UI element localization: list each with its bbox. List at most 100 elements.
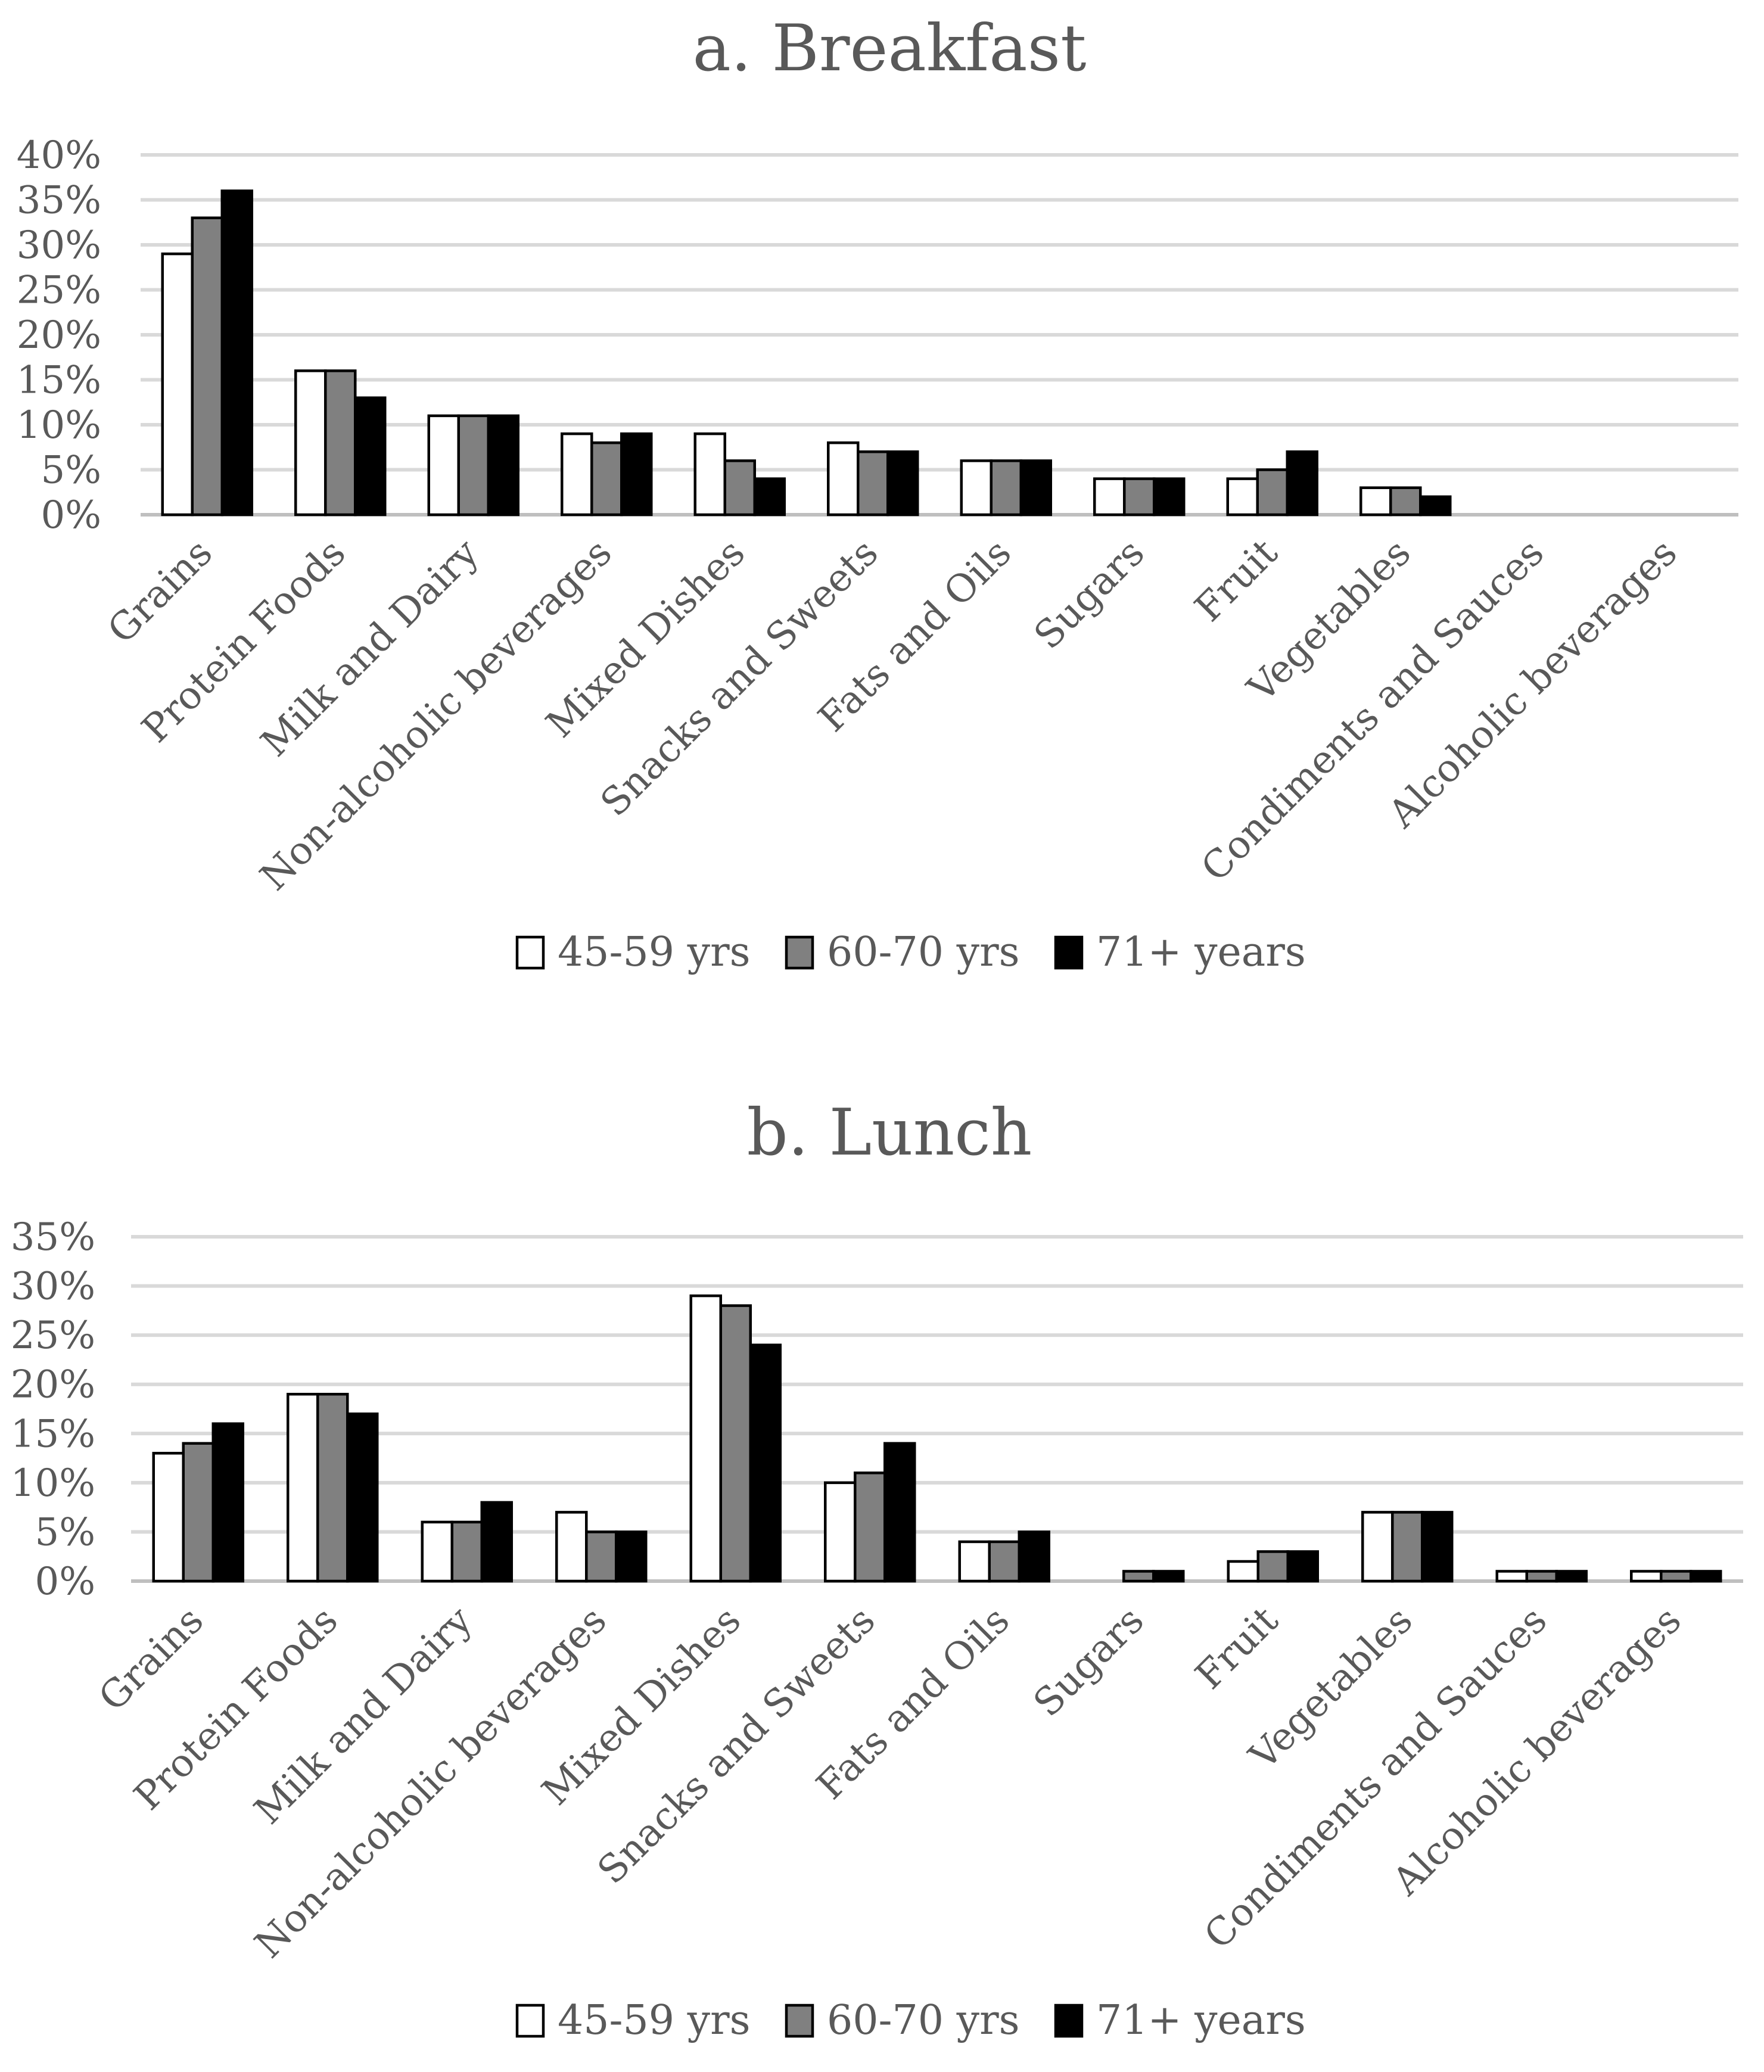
bar-lunch-10-0 <box>1495 1570 1528 1583</box>
bar-breakfast-7-2 <box>1153 477 1186 517</box>
bar-breakfast-6-0 <box>960 459 993 517</box>
legend-label: 71+ years <box>1096 1997 1306 2044</box>
legend-swatch <box>785 2003 814 2038</box>
bar-breakfast-2-0 <box>427 414 460 517</box>
y-tick-label: 30% <box>11 1265 95 1309</box>
y-tick-label: 20% <box>17 313 101 357</box>
bar-lunch-10-2 <box>1555 1570 1588 1583</box>
bar-lunch-4-2 <box>749 1343 782 1583</box>
bar-breakfast-9-2 <box>1419 495 1452 517</box>
y-tick-label: 5% <box>41 449 101 493</box>
bar-breakfast-0-1 <box>191 216 223 517</box>
bar-breakfast-8-1 <box>1256 468 1289 517</box>
y-tick-label: 15% <box>11 1412 95 1456</box>
y-tick-label: 30% <box>17 223 101 267</box>
category-label: Sugars <box>1025 1598 1152 1725</box>
bar-lunch-9-1 <box>1391 1511 1424 1583</box>
category-label: Fruit <box>1187 531 1286 630</box>
bar-lunch-0-2 <box>211 1422 244 1583</box>
bar-breakfast-0-0 <box>161 252 194 517</box>
y-tick-label: 35% <box>11 1215 95 1259</box>
legend-label: 60-70 yrs <box>827 1997 1019 2044</box>
bar-breakfast-4-1 <box>723 459 756 517</box>
bar-lunch-9-2 <box>1421 1511 1454 1583</box>
y-tick-label: 10% <box>11 1461 95 1505</box>
bar-lunch-10-1 <box>1525 1570 1558 1583</box>
legend-swatch <box>1054 935 1084 970</box>
bar-breakfast-5-1 <box>857 450 889 517</box>
bar-breakfast-8-2 <box>1286 450 1318 517</box>
bar-lunch-1-2 <box>346 1413 379 1583</box>
bar-breakfast-4-0 <box>693 432 726 517</box>
legend-swatch <box>515 935 545 970</box>
bar-breakfast-6-2 <box>1019 459 1052 517</box>
bar-breakfast-3-0 <box>561 432 593 517</box>
category-label: Sugars <box>1026 531 1153 658</box>
legend-label: 60-70 yrs <box>827 929 1019 976</box>
bar-lunch-11-1 <box>1660 1570 1693 1583</box>
legend-swatch <box>515 2003 545 2038</box>
bar-lunch-4-0 <box>689 1294 722 1583</box>
bar-lunch-4-1 <box>719 1304 752 1583</box>
bar-breakfast-0-2 <box>220 189 253 517</box>
bar-breakfast-5-2 <box>886 450 919 517</box>
y-tick-label: 20% <box>11 1363 95 1407</box>
bar-lunch-1-1 <box>316 1392 349 1583</box>
bar-breakfast-1-2 <box>354 396 387 517</box>
chart-lunch: b. Lunch0%5%10%15%20%25%30%35%GrainsProt… <box>11 1096 1743 2044</box>
category-label: Grains <box>91 1598 212 1720</box>
bar-breakfast-9-0 <box>1359 486 1392 517</box>
bar-lunch-5-2 <box>883 1442 916 1583</box>
chart-title: b. Lunch <box>747 1096 1032 1170</box>
bar-lunch-11-2 <box>1690 1570 1722 1583</box>
bar-lunch-5-1 <box>854 1471 886 1583</box>
y-tick-label: 5% <box>35 1510 95 1554</box>
bar-lunch-2-0 <box>421 1520 453 1583</box>
y-tick-label: 25% <box>11 1314 95 1358</box>
bar-breakfast-7-0 <box>1093 477 1126 517</box>
bar-breakfast-1-1 <box>324 369 357 517</box>
bar-lunch-8-1 <box>1256 1550 1289 1583</box>
legend-swatch <box>1054 2003 1084 2038</box>
bar-breakfast-3-2 <box>620 432 653 517</box>
y-tick-label: 15% <box>17 359 101 403</box>
bar-breakfast-8-0 <box>1226 477 1259 517</box>
legend: 45-59 yrs 60-70 yrs 71+ years <box>515 1997 1306 2044</box>
legend-label: 45-59 yrs <box>558 929 750 976</box>
chart-title: a. Breakfast <box>693 11 1087 86</box>
y-tick-label: 25% <box>17 269 101 313</box>
bar-lunch-3-1 <box>585 1530 618 1583</box>
bar-lunch-3-0 <box>555 1511 588 1583</box>
bar-breakfast-9-1 <box>1389 486 1422 517</box>
bar-breakfast-7-1 <box>1123 477 1156 517</box>
chart-breakfast: a. Breakfast 0%5%10%15%20%25%30%35%40% Gra… <box>17 11 1738 976</box>
bar-lunch-11-0 <box>1630 1570 1663 1583</box>
bar-lunch-7-1 <box>1122 1570 1155 1583</box>
y-tick-label: 40% <box>17 133 101 178</box>
legend-label: 45-59 yrs <box>558 1997 750 2044</box>
legend-swatch <box>785 935 814 970</box>
legend-label: 71+ years <box>1096 929 1306 976</box>
category-label: Grains <box>99 531 221 652</box>
legend: 45-59 yrs 60-70 yrs 71+ years <box>515 929 1306 976</box>
bar-lunch-0-1 <box>182 1442 214 1583</box>
bar-lunch-8-0 <box>1227 1560 1259 1583</box>
bar-breakfast-3-1 <box>590 441 623 517</box>
bar-lunch-0-0 <box>152 1452 185 1583</box>
bar-lunch-6-0 <box>958 1540 991 1583</box>
bar-lunch-6-2 <box>1018 1530 1050 1583</box>
y-tick-label: 10% <box>17 403 101 447</box>
bar-lunch-5-0 <box>824 1481 857 1583</box>
y-tick-label: 35% <box>17 179 101 223</box>
bar-lunch-9-0 <box>1361 1511 1394 1583</box>
bar-breakfast-4-2 <box>753 477 786 517</box>
bar-lunch-8-2 <box>1286 1550 1319 1583</box>
bar-breakfast-1-0 <box>294 369 327 517</box>
bar-breakfast-6-1 <box>990 459 1022 517</box>
bar-lunch-2-2 <box>480 1501 513 1583</box>
bar-lunch-1-0 <box>287 1392 319 1583</box>
category-label: Fruit <box>1187 1598 1287 1698</box>
bar-lunch-7-2 <box>1152 1570 1185 1583</box>
bar-lunch-2-1 <box>450 1520 483 1583</box>
